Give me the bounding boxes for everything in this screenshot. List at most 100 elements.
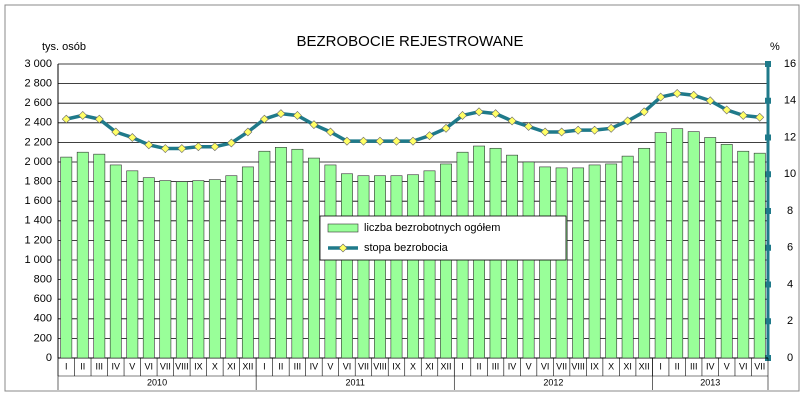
x-group-label: 2010 bbox=[147, 377, 167, 387]
x-tick-label: XII bbox=[639, 361, 650, 371]
x-tick-label: V bbox=[724, 361, 730, 371]
x-tick-label: I bbox=[659, 361, 662, 371]
legend-swatch bbox=[327, 223, 359, 233]
line-marker bbox=[623, 116, 633, 126]
line-marker bbox=[259, 114, 269, 124]
y-tick-label: 1 400 bbox=[24, 215, 52, 227]
y2-tick-label: 2 bbox=[787, 315, 793, 327]
x-tick-label: II bbox=[675, 361, 680, 371]
line-marker bbox=[276, 109, 286, 119]
bar bbox=[704, 137, 717, 359]
y-tick-label: 2 400 bbox=[24, 117, 52, 129]
bar bbox=[753, 152, 766, 359]
y2-tick-label: 0 bbox=[787, 352, 793, 364]
line-marker bbox=[226, 138, 236, 148]
x-tick-label: VII bbox=[160, 361, 171, 371]
line-marker bbox=[392, 136, 401, 146]
bar bbox=[76, 151, 89, 359]
line-marker bbox=[425, 131, 434, 141]
y-tick-label: 600 bbox=[34, 293, 52, 305]
x-tick-label: III bbox=[294, 361, 302, 371]
line-marker bbox=[342, 136, 352, 146]
line-marker bbox=[557, 127, 567, 137]
bar bbox=[621, 155, 634, 359]
x-tick-label: II bbox=[278, 361, 283, 371]
chart-title: BEZROBOCIE REJESTROWANE bbox=[297, 33, 524, 50]
x-group-label: 2012 bbox=[543, 377, 563, 387]
bar bbox=[274, 147, 287, 359]
line-marker bbox=[672, 88, 682, 98]
legend-box bbox=[319, 215, 567, 261]
x-tick-label: I bbox=[263, 361, 266, 371]
line-marker bbox=[755, 112, 765, 122]
x-tick-label: IX bbox=[590, 361, 599, 371]
line-marker bbox=[359, 136, 368, 146]
y-tick-label: 200 bbox=[34, 332, 52, 344]
y-tick-label: 2 200 bbox=[24, 136, 52, 148]
x-tick-label: IV bbox=[310, 361, 319, 371]
bar bbox=[109, 164, 122, 359]
y2-tick-label: 4 bbox=[787, 278, 793, 290]
x-tick-label: IV bbox=[112, 361, 121, 371]
y-tick-label: 1 200 bbox=[24, 234, 52, 246]
y2-tick-label: 6 bbox=[787, 242, 793, 254]
x-tick-label: VI bbox=[145, 361, 154, 371]
y2-axis-title: % bbox=[770, 41, 780, 53]
bar bbox=[654, 132, 667, 359]
line-marker bbox=[540, 127, 550, 137]
x-tick-label: V bbox=[129, 361, 135, 371]
x-tick-label: VII bbox=[556, 361, 567, 371]
line-marker bbox=[193, 142, 203, 152]
x-tick-label: XI bbox=[227, 361, 236, 371]
bar bbox=[440, 163, 452, 359]
x-tick-label: XI bbox=[623, 361, 632, 371]
bar bbox=[357, 175, 370, 359]
bar bbox=[671, 128, 684, 359]
line-marker bbox=[94, 114, 104, 124]
bar bbox=[390, 175, 403, 359]
line-marker bbox=[326, 127, 335, 137]
line-marker bbox=[639, 107, 649, 117]
bar bbox=[208, 179, 221, 359]
bar bbox=[605, 163, 618, 359]
bar bbox=[324, 164, 337, 359]
bar bbox=[539, 166, 552, 359]
x-tick-label: VIII bbox=[175, 361, 189, 371]
x-tick-label: VI bbox=[541, 361, 550, 371]
line-marker bbox=[309, 120, 319, 130]
bar bbox=[93, 153, 106, 359]
x-tick-label: III bbox=[492, 361, 500, 371]
y-tick-label: 1 000 bbox=[24, 254, 52, 266]
line-marker bbox=[160, 144, 170, 153]
y2-tick-label: 14 bbox=[784, 95, 796, 107]
x-tick-label: XII bbox=[441, 361, 452, 371]
line-marker bbox=[78, 111, 88, 120]
line-marker bbox=[606, 123, 616, 133]
line-marker bbox=[111, 127, 121, 137]
x-tick-label: X bbox=[608, 361, 614, 371]
line-marker bbox=[127, 133, 137, 142]
line-marker bbox=[656, 92, 666, 102]
line-marker bbox=[441, 123, 451, 133]
legend-marker bbox=[338, 243, 348, 253]
x-tick-label: III bbox=[96, 361, 104, 371]
y-tick-label: 800 bbox=[34, 274, 52, 286]
bar bbox=[225, 175, 238, 359]
y-tick-label: 3 000 bbox=[24, 58, 52, 70]
bar bbox=[638, 147, 651, 359]
x-tick-label: VII bbox=[754, 361, 765, 371]
line-marker bbox=[590, 125, 600, 135]
line-marker bbox=[507, 116, 517, 126]
line-marker bbox=[144, 140, 154, 150]
bar bbox=[374, 175, 386, 359]
legend-label: liczba bezrobotnych ogółem bbox=[364, 222, 500, 234]
line-marker bbox=[210, 142, 220, 152]
bar bbox=[423, 170, 436, 359]
y-tick-label: 1 800 bbox=[24, 176, 52, 188]
line-marker bbox=[408, 136, 418, 146]
line-marker bbox=[738, 111, 748, 120]
bar bbox=[588, 164, 601, 359]
line-marker bbox=[524, 122, 534, 131]
y2-tick-label: 10 bbox=[784, 168, 796, 180]
